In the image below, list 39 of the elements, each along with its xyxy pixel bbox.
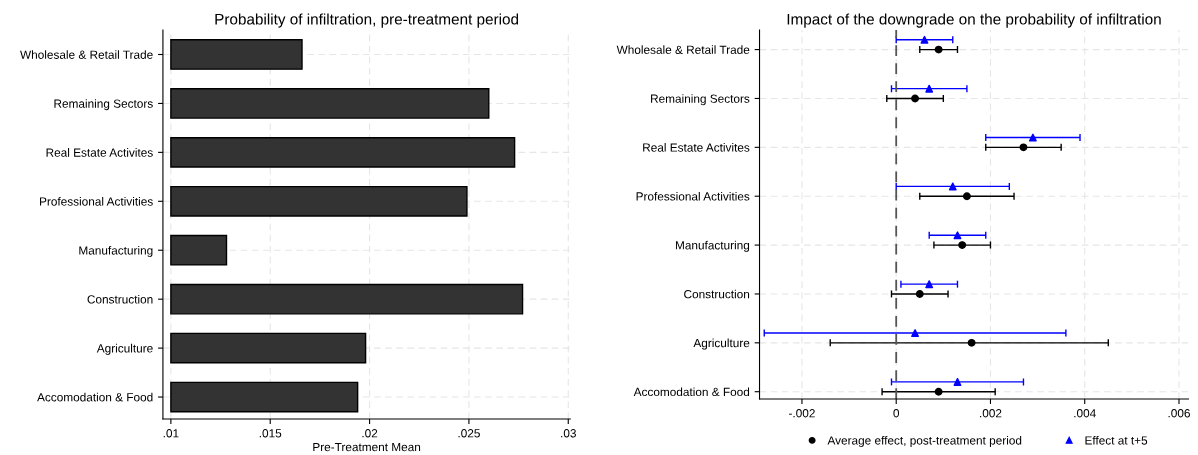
x-tick-label: .025 xyxy=(458,429,480,438)
x-tick-label: -.002 xyxy=(789,409,815,418)
legend-label: Average effect, post-treatment period xyxy=(827,435,1022,447)
y-tick-label: Wholesale & Retail Trade xyxy=(20,50,153,59)
y-tick-label: Manufacturing xyxy=(79,245,153,257)
x-tick-label: .006 xyxy=(1168,409,1190,418)
y-tick-label: Accomodation & Food xyxy=(633,387,750,397)
y-tick-label: Manufacturing xyxy=(675,240,750,252)
y-tick-label: Remaining Sectors xyxy=(54,99,153,111)
y-tick-label: Accomodation & Food xyxy=(37,392,153,402)
y-tick-label: Real Estate Activites xyxy=(643,143,750,152)
legend-label: Effect at t+5 xyxy=(1085,435,1148,445)
bar xyxy=(170,234,228,266)
y-tick-label: Agriculture xyxy=(693,338,750,350)
y-tick-label: Construction xyxy=(87,294,153,304)
y-tick-label: Remaining Sectors xyxy=(651,94,750,106)
y-tick-label: Wholesale & Retail Trade xyxy=(616,45,750,54)
bar xyxy=(170,136,516,168)
chart-title: Impact of the downgrade on the probability of infiltration xyxy=(787,13,1161,28)
y-tick-label: Construction xyxy=(684,289,750,299)
x-tick-label: .03 xyxy=(561,429,576,438)
bar xyxy=(170,332,367,364)
bar xyxy=(170,185,468,217)
y-tick-label: Professional Activities xyxy=(636,191,750,201)
x-tick-label: .01 xyxy=(163,429,179,438)
bar xyxy=(170,39,303,70)
bar xyxy=(170,88,490,119)
chart-title: Probability of infiltration, pre-treatment period xyxy=(215,13,519,28)
bar xyxy=(170,283,524,315)
x-tick-label: .02 xyxy=(362,429,378,438)
bar xyxy=(170,381,359,413)
x-axis-title: Pre-Treatment Mean xyxy=(313,442,421,452)
x-tick-label: .004 xyxy=(1074,409,1096,418)
x-tick-label: .002 xyxy=(980,409,1002,418)
y-tick-label: Real Estate Activites xyxy=(46,148,153,157)
y-tick-label: Agriculture xyxy=(96,343,153,355)
x-tick-label: 0 xyxy=(893,409,900,418)
x-tick-label: .015 xyxy=(259,429,282,438)
y-tick-label: Professional Activities xyxy=(40,197,153,206)
